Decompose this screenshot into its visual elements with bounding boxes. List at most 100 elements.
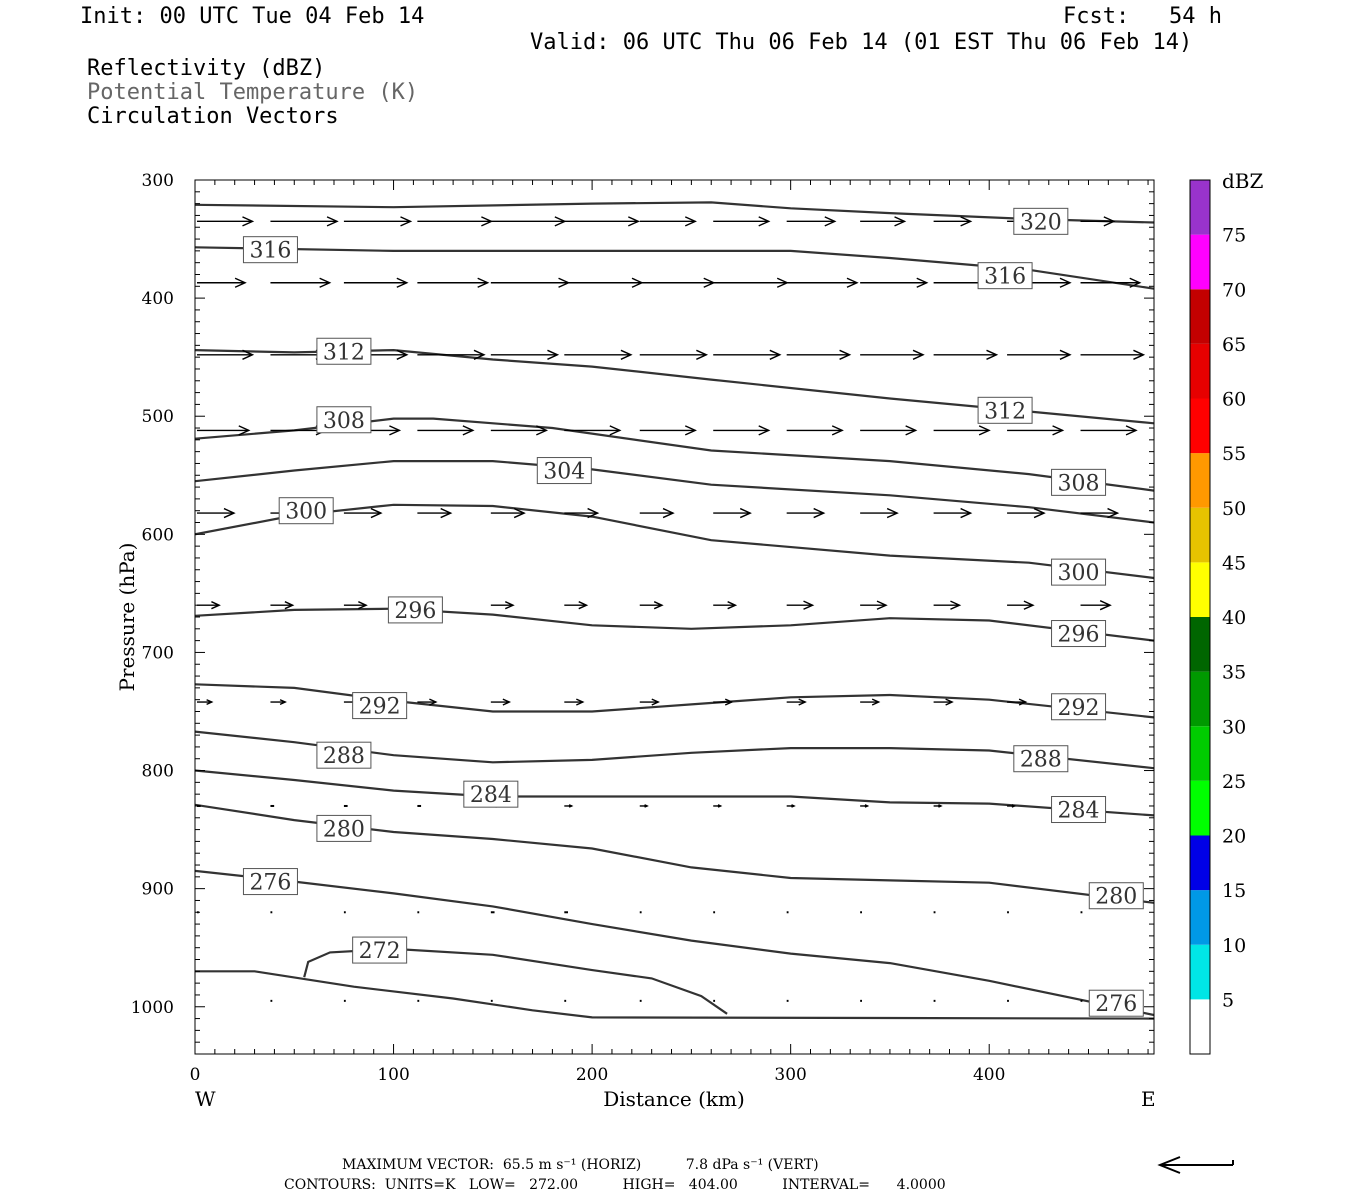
colorbar-tick-label: 45 — [1222, 552, 1246, 574]
vector-arrow — [860, 216, 907, 227]
vector-arrow — [933, 216, 973, 227]
y-axis-label: Pressure (hPa) — [115, 543, 139, 692]
vector-arrow — [564, 425, 622, 436]
vector-head — [916, 277, 929, 288]
vector-arrow — [196, 699, 214, 706]
contour-label-284: 284 — [470, 783, 512, 808]
vector-arrow — [933, 804, 943, 808]
y-tick-label: 600 — [142, 525, 174, 545]
vector-arrow — [196, 507, 236, 519]
vector-arrow — [786, 216, 837, 227]
contour-label-272: 272 — [359, 939, 401, 964]
contour-label-box-276 — [1088, 989, 1144, 1017]
colorbar-segment — [1190, 944, 1210, 1000]
colorbar-tick-label: 30 — [1222, 716, 1246, 738]
colorbar-tick-label: 40 — [1222, 607, 1246, 629]
field-title-reflectivity: Reflectivity (dBZ) — [87, 56, 326, 81]
vector-head — [211, 601, 221, 610]
vector-arrow — [343, 216, 413, 227]
colorbar-segment — [1190, 562, 1210, 617]
contour-284 — [195, 769, 1154, 817]
y-tick-label: 500 — [142, 407, 174, 427]
vector-arrow — [639, 425, 697, 436]
vector-head — [396, 277, 409, 288]
x-axis-right-end-label: E — [1141, 1087, 1156, 1111]
contour-label-box-292 — [352, 692, 408, 720]
vector-arrow — [1154, 601, 1180, 609]
vector-arrow — [343, 277, 409, 288]
vector-arrow — [1080, 216, 1116, 227]
vector-arrow — [564, 216, 641, 227]
vector-head — [504, 601, 515, 610]
vector-head — [242, 216, 255, 227]
vector-arrow — [1080, 507, 1120, 519]
y-tick-label: 800 — [142, 762, 174, 782]
vector-arrow — [564, 277, 644, 288]
vector-arrow — [713, 698, 734, 706]
x-tick-label: 200 — [576, 1065, 608, 1085]
vector-head — [824, 216, 837, 227]
axes: 300 400 500 600 700 800 900 1000 0 100 200 300 400 — [131, 171, 1154, 1085]
contour-label-292: 292 — [1058, 696, 1100, 721]
vector-head — [609, 425, 622, 436]
valid-time: Valid: 06 UTC Thu 06 Feb 14 (01 EST Thu … — [530, 30, 1193, 55]
vector-head — [769, 349, 782, 360]
contour-label-box-316 — [977, 262, 1033, 290]
vector-head — [727, 601, 738, 610]
vector-head — [1023, 600, 1035, 610]
contour-label-box-320 — [1013, 207, 1069, 235]
contour-label-316: 316 — [984, 265, 1026, 290]
colorbar-tick-label: 25 — [1222, 771, 1246, 793]
vector-arrow — [860, 349, 925, 360]
vector-head — [960, 507, 973, 519]
vector-arrow — [564, 804, 574, 808]
x-tick-label: 400 — [973, 1065, 1005, 1085]
colorbar-segment — [1190, 726, 1210, 781]
vector-arrow — [639, 507, 675, 519]
contour-label-276: 276 — [1095, 992, 1137, 1017]
colorbar-tick-label: 60 — [1222, 389, 1246, 411]
y-tick-label: 400 — [142, 289, 174, 309]
contour-label-292: 292 — [359, 695, 401, 720]
colorbar-unit-label: dBZ — [1222, 169, 1264, 193]
vector-arrow — [1007, 600, 1035, 610]
contour-label-box-272 — [352, 936, 408, 964]
vector-head — [1103, 216, 1116, 227]
vector-head — [547, 349, 560, 360]
colorbar-segment — [1190, 180, 1210, 235]
max-vector-line: MAXIMUM VECTOR: 65.5 m s⁻¹ (HORIZ) 7.8 d… — [342, 1157, 819, 1173]
contour-label-300: 300 — [285, 500, 327, 525]
contour-272 — [303, 947, 728, 1015]
vector-head — [620, 349, 633, 360]
plot-frame — [194, 179, 1155, 1055]
vector-head — [1033, 507, 1046, 519]
vector-arrow — [490, 277, 571, 288]
contour-label-box-312 — [316, 337, 372, 365]
vector-head — [628, 216, 641, 227]
contour-label-box-300 — [278, 497, 334, 525]
vector-head — [1059, 349, 1072, 360]
contour-label-288: 288 — [323, 744, 365, 769]
vector-arrow — [713, 425, 771, 436]
contour-label-box-308 — [1051, 468, 1107, 496]
contour-label-276: 276 — [249, 871, 291, 896]
vector-arrow — [933, 507, 973, 519]
contour-label-box-284 — [463, 780, 519, 808]
vector-head — [758, 216, 771, 227]
contour-label-box-304 — [536, 457, 592, 485]
vector-head — [502, 698, 512, 706]
vector-head — [1125, 425, 1138, 436]
field-title-circulation-vectors: Circulation Vectors — [87, 104, 339, 129]
vector-head — [396, 349, 409, 360]
vector-arrow — [786, 425, 844, 436]
colorbar-segment — [1190, 999, 1210, 1054]
vector-head — [1011, 804, 1017, 808]
vector-arrow — [196, 349, 255, 360]
vector-head — [1018, 698, 1028, 706]
vector-arrow — [860, 277, 929, 288]
vector-head — [440, 507, 453, 519]
vector-head — [513, 507, 526, 519]
contour-label-300: 300 — [1058, 561, 1100, 586]
vector-head — [477, 277, 490, 288]
